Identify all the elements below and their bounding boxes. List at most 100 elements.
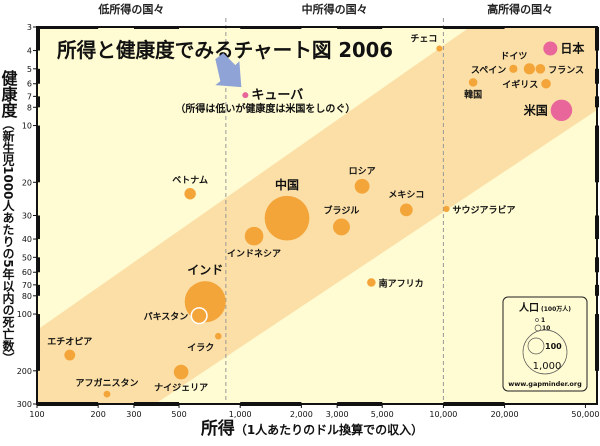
x-tick-label: 5,000 (371, 410, 394, 419)
y-border-segment (595, 68, 599, 84)
annotation-text: （所得は低いが健康度は米国をしのぐ） (175, 102, 355, 115)
y-axis-label-note: （新生児1000人あたりの5年以内の死亡数） (1, 118, 15, 364)
svg-text:所得（1人あたりのドル換算での収入）: 所得（1人あたりのドル換算での収入） (201, 418, 423, 439)
income-group-label: 高所得の国々 (487, 2, 553, 16)
bubble-label: アフガニスタン (75, 377, 138, 389)
y-border-segment (595, 257, 599, 273)
y-tick-label: 70 (22, 281, 32, 290)
bubble (64, 349, 76, 361)
bubble (550, 99, 573, 122)
y-tick-label: 8 (27, 103, 32, 112)
bubble-label: 韓国 (464, 89, 482, 101)
x-tick-label: 100 (29, 410, 44, 419)
y-border-segment (36, 284, 40, 296)
legend-size-circle (522, 329, 568, 375)
y-border-segment (595, 314, 599, 371)
bubble-label: パキスタン (144, 311, 189, 323)
bubble-label: エチオピア (47, 336, 92, 348)
legend-size-label: 10 (542, 325, 550, 332)
bubble (541, 78, 551, 89)
legend-title-text: 人口 (100万人) (519, 301, 571, 314)
bubble (244, 226, 264, 246)
plot-background (37, 27, 597, 404)
y-tick-label: 10 (22, 122, 32, 131)
bubble-label: イギリス (502, 79, 538, 91)
income-group-label: 低所得の国々 (97, 2, 164, 16)
bubble-label: イラク (187, 342, 214, 353)
y-border-segment (36, 125, 40, 183)
bubble-label: フランス (548, 65, 584, 76)
y-border-segment (595, 215, 599, 240)
x-tick-label: 500 (171, 410, 186, 419)
y-tick-label: 6 (27, 80, 32, 89)
legend-source: www.gapminder.org (508, 380, 582, 388)
legend-size-label: 1,000 (533, 361, 562, 372)
y-border-segment (36, 68, 40, 84)
bubble (436, 45, 443, 52)
bubble (242, 92, 249, 99)
bubble-label: チェコ (410, 33, 437, 44)
y-tick-label: 7 (27, 92, 32, 101)
y-border-segment (36, 96, 40, 108)
y-tick-label: 3 (27, 23, 32, 32)
legend: 人口 (100万人) 110 100 1,000 www.gapminder.org (502, 296, 588, 392)
legend-size-label: 1 (541, 317, 545, 324)
x-tick-label: 300 (126, 410, 141, 419)
x-tick-label: 1,000 (229, 410, 252, 419)
x-tick-label: 3,000 (326, 410, 349, 419)
bubble (399, 203, 413, 217)
x-axis-label-note: （1人あたりのドル換算での収入） (235, 422, 423, 437)
x-axis-label: 所得 (201, 418, 235, 439)
bubble-label: ドイツ (500, 51, 527, 62)
x-axis-title: 所得（1人あたりのドル換算での収入） (201, 418, 423, 439)
x-tick-label: 20,000 (491, 410, 519, 419)
legend-unit: (100万人) (541, 305, 571, 313)
bubble (523, 63, 536, 75)
y-tick-label: 100 (17, 310, 32, 319)
bubble-label: スペイン (471, 65, 506, 76)
bubble-label: 南アフリカ (379, 277, 424, 289)
bubble-label: インドネシア (227, 248, 281, 259)
bubble (443, 205, 450, 213)
x-border-segment (443, 26, 505, 29)
y-axis-label: 健康度 (0, 69, 18, 119)
y-tick-label: 5 (27, 65, 32, 74)
y-border-segment (36, 314, 40, 371)
legend-title: 人口 (519, 301, 539, 314)
bubble (190, 307, 208, 325)
bubble-label: 米国 (524, 102, 548, 117)
x-border-segment (133, 402, 180, 406)
cuba-annotation: （所得は低いが健康度は米国をしのぐ） (175, 53, 355, 115)
bubble (509, 64, 518, 73)
x-border-segment (37, 402, 99, 406)
x-border-segment (337, 402, 383, 406)
bubble (173, 364, 189, 380)
bubble (468, 78, 478, 87)
bubble (367, 278, 376, 287)
x-border-segment (443, 402, 505, 406)
x-border-segment (133, 26, 180, 29)
bubble (354, 178, 370, 194)
y-border-segment (595, 27, 599, 51)
x-border-segment (240, 402, 302, 406)
y-tick-label: 50 (22, 253, 32, 262)
income-group-label: 中所得の国々 (302, 2, 368, 16)
x-tick-label: 2,000 (290, 410, 313, 419)
bubble-label: インド (187, 263, 223, 277)
bubble (543, 41, 558, 56)
bubble-label: サウジアラビア (453, 204, 516, 216)
bubble-label: ブラジル (324, 204, 360, 216)
bubble-label: メキシコ (388, 189, 424, 200)
bubble-label: ベトナム (172, 175, 208, 186)
bubble (214, 332, 222, 340)
y-tick-label: 60 (22, 268, 32, 277)
bubble (184, 188, 196, 200)
y-border-segment (595, 96, 599, 108)
y-tick-label: 80 (22, 292, 32, 301)
y-axis-label-text: 健康度（新生児1000人あたりの5年以内の死亡数） (0, 69, 18, 364)
y-tick-label: 40 (22, 235, 32, 244)
legend-box (502, 296, 588, 392)
y-border-segment (36, 257, 40, 273)
